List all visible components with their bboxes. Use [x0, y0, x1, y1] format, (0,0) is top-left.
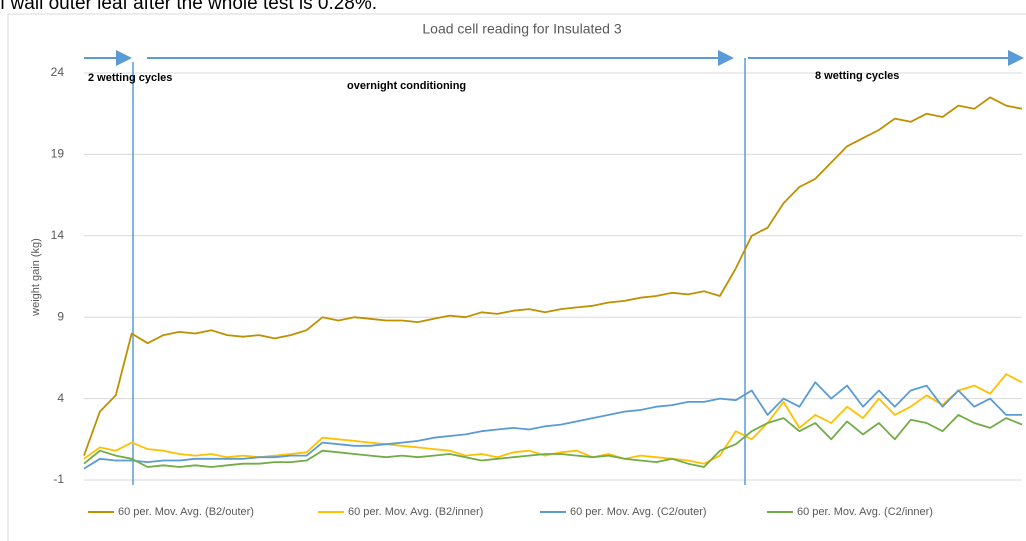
series-line [83, 373, 1023, 465]
annotation: 2 wetting cycles [88, 72, 172, 84]
series-line [83, 381, 1022, 470]
annotation: overnight conditioning [347, 80, 466, 92]
legend-label: 60 per. Mov. Avg. (B2/outer) [118, 506, 254, 518]
y-tick-label: 19 [51, 147, 65, 161]
legend-label: 60 per. Mov. Avg. (B2/inner) [348, 506, 483, 518]
chart-border [7, 13, 1026, 541]
series-line [83, 414, 1023, 468]
y-tick-label: 14 [51, 228, 65, 242]
legend-label: 60 per. Mov. Avg. (C2/outer) [570, 506, 707, 518]
chart-title: Load cell reading for Insulated 3 [422, 21, 621, 37]
y-tick-label: -1 [53, 472, 64, 486]
series-line [83, 96, 1023, 456]
y-tick-label: 9 [57, 309, 64, 323]
y-axis-label: weight gain (kg) [30, 238, 42, 317]
y-tick-label: 24 [51, 65, 65, 79]
legend-label: 60 per. Mov. Avg. (C2/inner) [797, 506, 933, 518]
caption: f wall outer leaf after the whole test i… [0, 0, 377, 14]
y-tick-label: 4 [57, 391, 64, 405]
annotation: 8 wetting cycles [815, 70, 899, 82]
